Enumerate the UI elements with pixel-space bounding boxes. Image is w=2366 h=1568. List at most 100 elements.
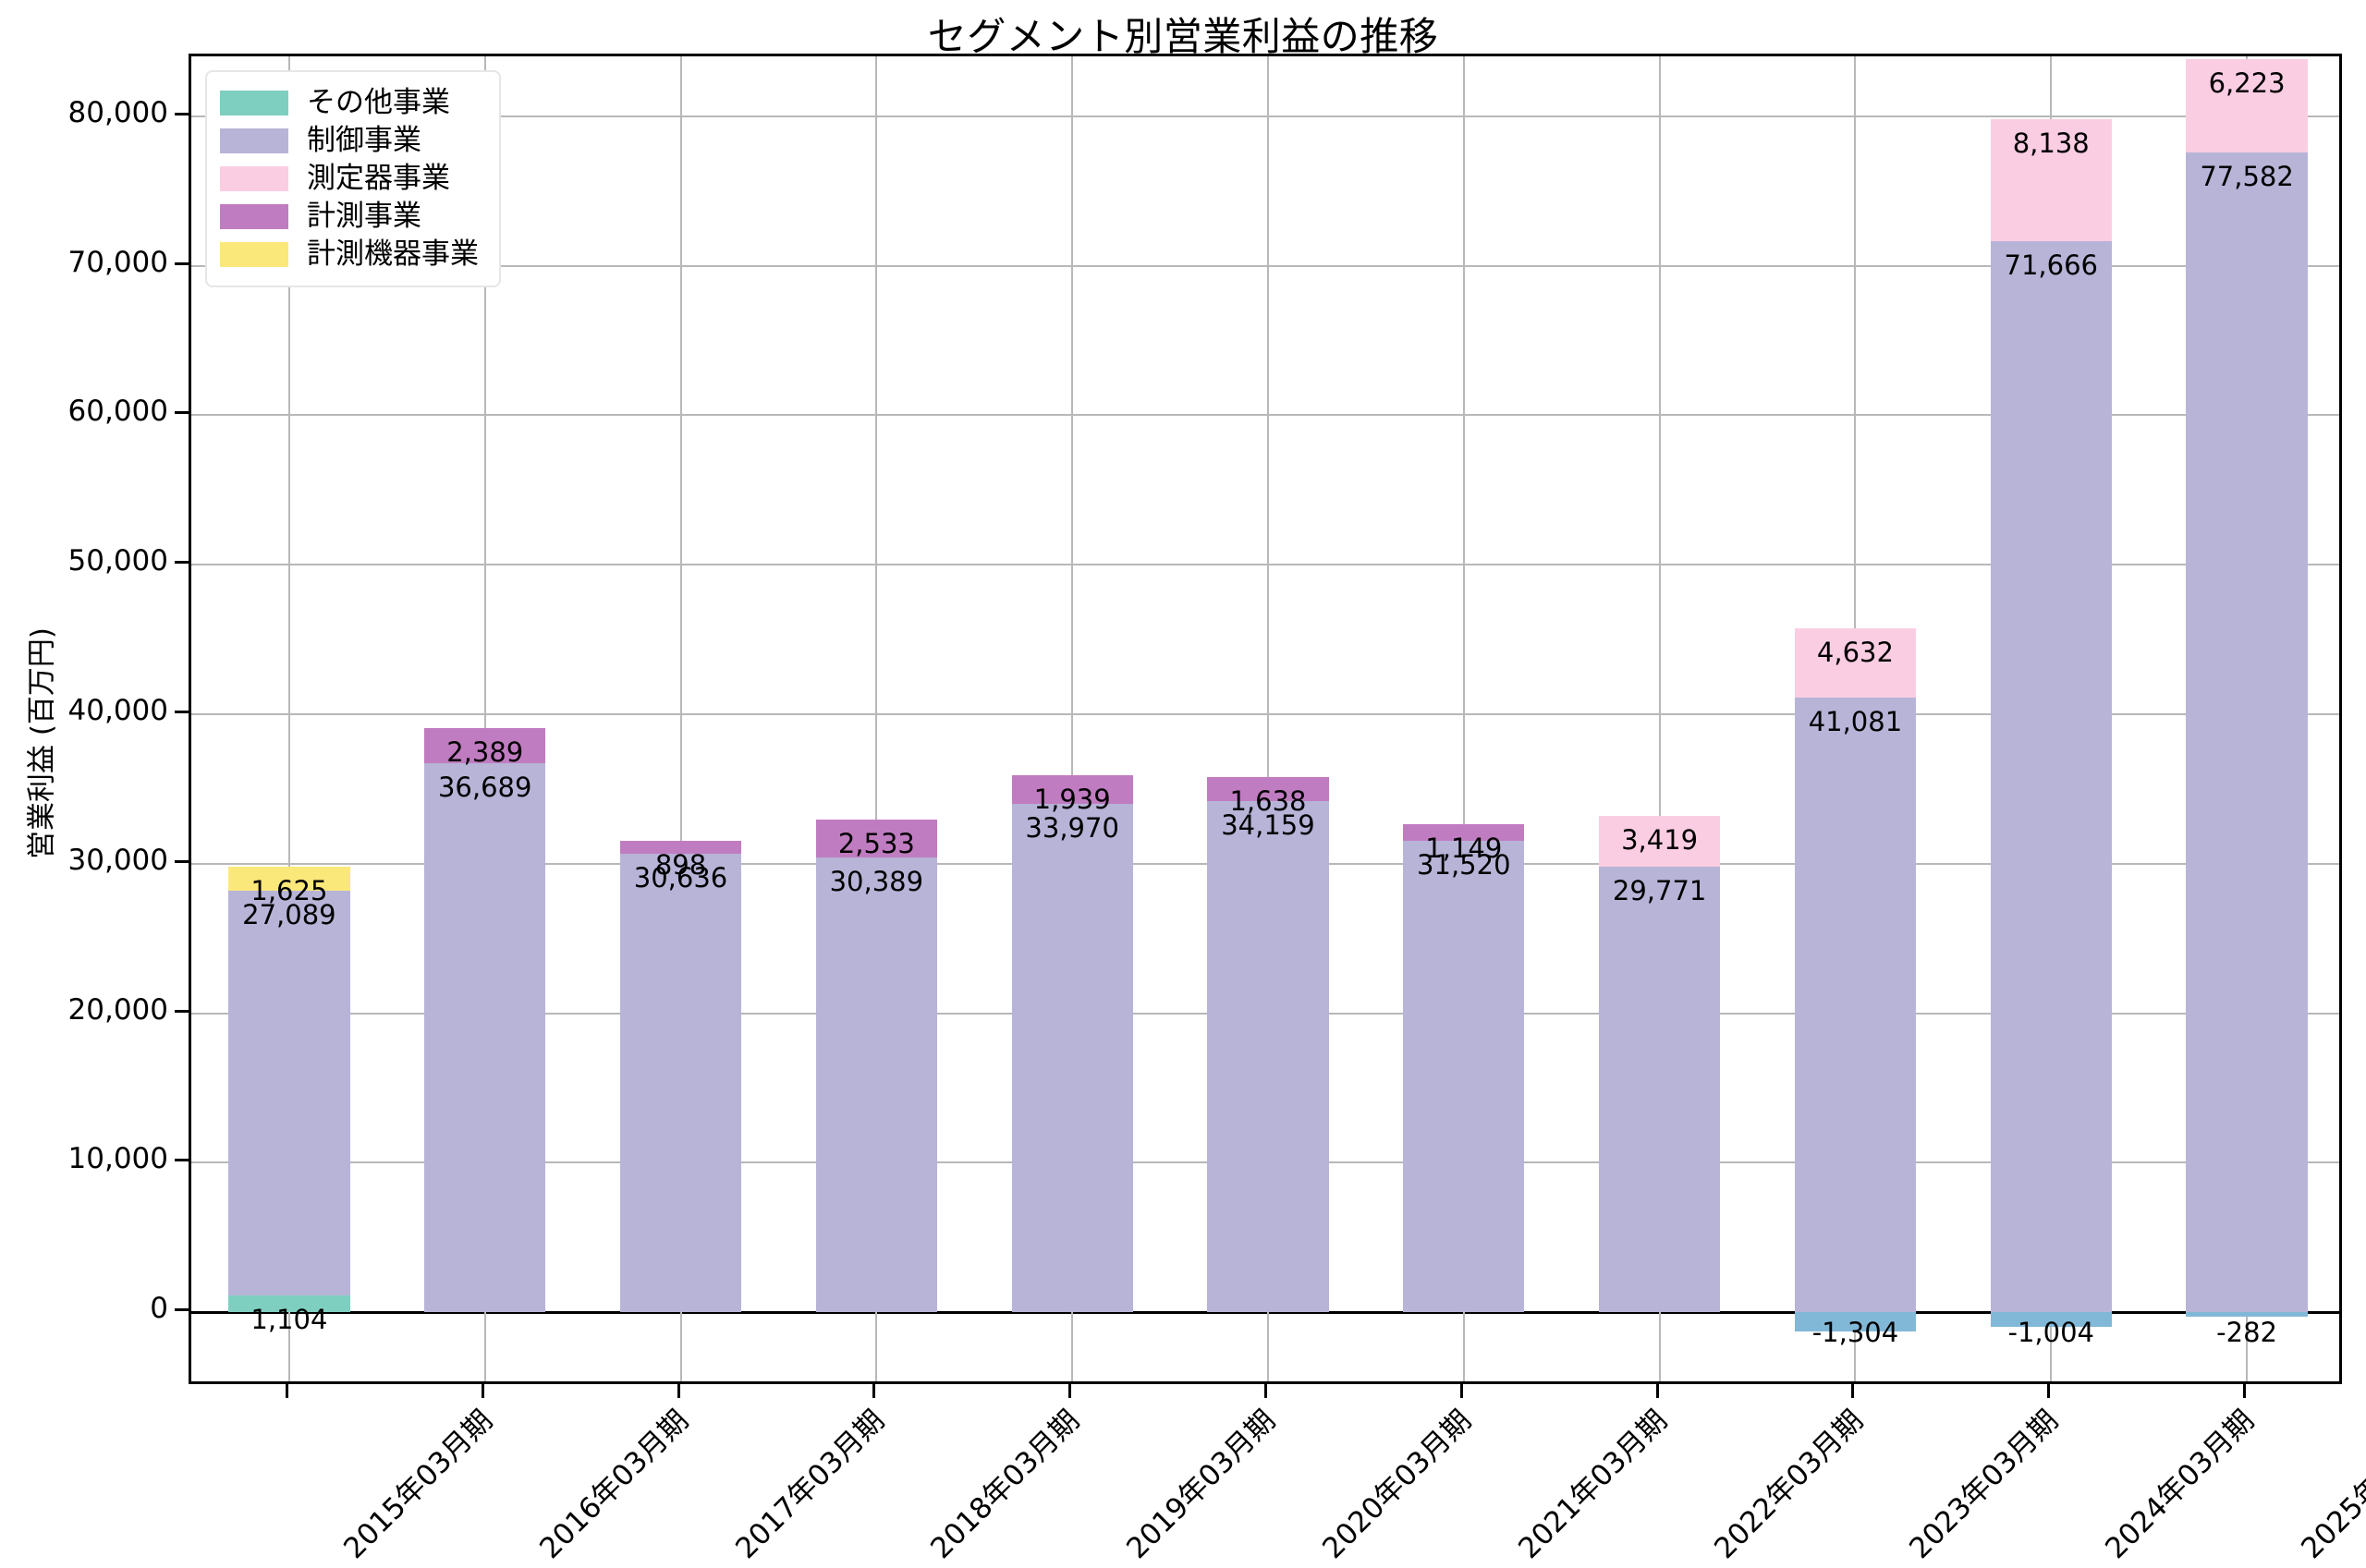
y-tick-mark	[175, 112, 189, 115]
x-tick-label: 2022年03月期	[1707, 1404, 1870, 1566]
bar-segment[interactable]	[1011, 804, 1133, 1313]
x-tick-mark	[1459, 1384, 1463, 1398]
bar-group[interactable]: 33,970 1,939	[1011, 56, 1133, 1381]
x-tick-label: 2018年03月期	[924, 1404, 1087, 1566]
y-tick-mark	[175, 1159, 189, 1162]
x-tick-mark	[481, 1384, 484, 1398]
bar-segment[interactable]	[228, 866, 350, 891]
bar-segment-negative[interactable]	[1990, 1312, 2112, 1328]
legend-item[interactable]: 測定器事業	[220, 160, 479, 198]
x-tick-mark	[1264, 1384, 1267, 1398]
y-tick-mark	[175, 411, 189, 415]
y-tick-mark	[175, 1308, 189, 1312]
x-tick-mark	[677, 1384, 680, 1398]
bar-segment[interactable]	[228, 1295, 350, 1313]
legend-item[interactable]: 計測機器事業	[220, 236, 479, 273]
x-tick-mark	[285, 1384, 288, 1398]
bar-segment[interactable]	[1207, 801, 1329, 1313]
bar-group[interactable]: 30,636 898	[619, 56, 742, 1381]
bar-segment[interactable]	[424, 763, 546, 1313]
bar-segment-negative[interactable]	[2186, 1312, 2308, 1317]
x-tick-label: 2023年03月期	[1903, 1404, 2066, 1566]
bar-segment[interactable]	[1990, 240, 2112, 1313]
bar-segment[interactable]	[2186, 152, 2308, 1313]
legend-item-label: 計測機器事業	[307, 237, 479, 271]
bar-segment[interactable]	[619, 840, 742, 855]
bar-segment[interactable]	[619, 854, 742, 1313]
gridline-vertical	[483, 56, 486, 1381]
gridline-horizontal	[191, 414, 2339, 417]
plot-inner: 1,104 27,089 1,625 36,689 2,389 30,636 898 30,3…	[191, 56, 2339, 1381]
bar-group[interactable]: 29,771 3,419	[1598, 56, 1721, 1381]
gridline-vertical	[287, 56, 290, 1381]
bar-segment[interactable]	[1794, 698, 1917, 1313]
bar-segment[interactable]	[1598, 816, 1721, 868]
y-tick-label: 20,000	[67, 992, 168, 1027]
bar-segment[interactable]	[1403, 823, 1525, 842]
y-tick-label: 10,000	[67, 1142, 168, 1176]
x-tick-label: 2017年03月期	[728, 1404, 891, 1566]
x-tick-label: 2025年03月期	[2295, 1404, 2366, 1566]
bar-segment[interactable]	[1598, 867, 1721, 1313]
gridline-horizontal	[191, 564, 2339, 566]
x-tick-label: 2020年03月期	[1316, 1404, 1479, 1566]
x-tick-mark	[2047, 1384, 2051, 1398]
bar-group[interactable]: 30,389 2,533	[815, 56, 937, 1381]
bar-segment[interactable]	[815, 820, 937, 858]
legend-swatch-icon	[220, 204, 288, 229]
bar-segment-negative[interactable]	[1794, 1312, 1917, 1332]
bar-group[interactable]: 41,081 4,632 -1,304	[1794, 56, 1917, 1381]
x-tick-mark	[1655, 1384, 1659, 1398]
gridline-vertical	[1267, 56, 1269, 1381]
gridline-vertical	[679, 56, 682, 1381]
y-tick-mark	[175, 710, 189, 713]
gridline-horizontal	[191, 264, 2339, 267]
bar-segment[interactable]	[815, 857, 937, 1313]
legend-swatch-icon	[220, 166, 288, 191]
legend-item-label: 計測事業	[307, 200, 421, 233]
zero-baseline	[191, 1310, 2339, 1314]
x-tick-label: 2019年03月期	[1120, 1404, 1283, 1566]
gridline-vertical	[1071, 56, 1074, 1381]
y-tick-label: 40,000	[67, 693, 168, 727]
gridline-vertical	[875, 56, 878, 1381]
bar-group[interactable]: 31,520 1,149	[1403, 56, 1525, 1381]
gridline-vertical	[1658, 56, 1661, 1381]
bar-segment[interactable]	[1990, 118, 2112, 241]
legend-item[interactable]: 制御事業	[220, 122, 479, 160]
y-tick-label: 30,000	[67, 843, 168, 877]
legend-swatch-icon	[220, 242, 288, 267]
bar-group[interactable]: 34,159 1,638	[1207, 56, 1329, 1381]
x-tick-label: 2016年03月期	[532, 1404, 695, 1566]
bar-group[interactable]: 71,666 8,138 -1,004	[1990, 56, 2112, 1381]
gridline-horizontal	[191, 712, 2339, 715]
x-tick-label: 2024年03月期	[2099, 1404, 2262, 1566]
gridline-vertical	[1462, 56, 1465, 1381]
bar-segment[interactable]	[228, 890, 350, 1296]
x-tick-mark	[872, 1384, 876, 1398]
page-title: セグメント別営業利益の推移	[927, 14, 1439, 59]
gridline-horizontal	[191, 115, 2339, 117]
y-axis-title: 営業利益 (百万円)	[25, 626, 59, 860]
bar-segment[interactable]	[1794, 628, 1917, 699]
legend-swatch-icon	[220, 128, 288, 153]
legend-item[interactable]: その他事業	[220, 84, 479, 122]
x-tick-label: 2021年03月期	[1512, 1404, 1674, 1566]
bar-group[interactable]: 77,582 6,223 -282	[2186, 56, 2308, 1381]
bar-segment[interactable]	[1403, 841, 1525, 1313]
y-tick-mark	[175, 1009, 189, 1013]
bar-segment[interactable]	[1011, 775, 1133, 805]
legend-item-label: 測定器事業	[307, 162, 450, 195]
bar-segment[interactable]	[2186, 59, 2308, 152]
y-tick-mark	[175, 859, 189, 863]
bar-segment[interactable]	[424, 727, 546, 764]
x-tick-mark	[2243, 1384, 2247, 1398]
y-tick-label: 80,000	[67, 95, 168, 129]
bar-value-label: -282	[2216, 1317, 2277, 1349]
x-tick-label: 2015年03月期	[337, 1404, 499, 1566]
bar-segment[interactable]	[1207, 776, 1329, 802]
legend-item[interactable]: 計測事業	[220, 198, 479, 236]
plot-area: 1,104 27,089 1,625 36,689 2,389 30,636 898 30,3…	[189, 54, 2342, 1384]
y-tick-label: 50,000	[67, 544, 168, 578]
x-tick-mark	[1851, 1384, 1855, 1398]
